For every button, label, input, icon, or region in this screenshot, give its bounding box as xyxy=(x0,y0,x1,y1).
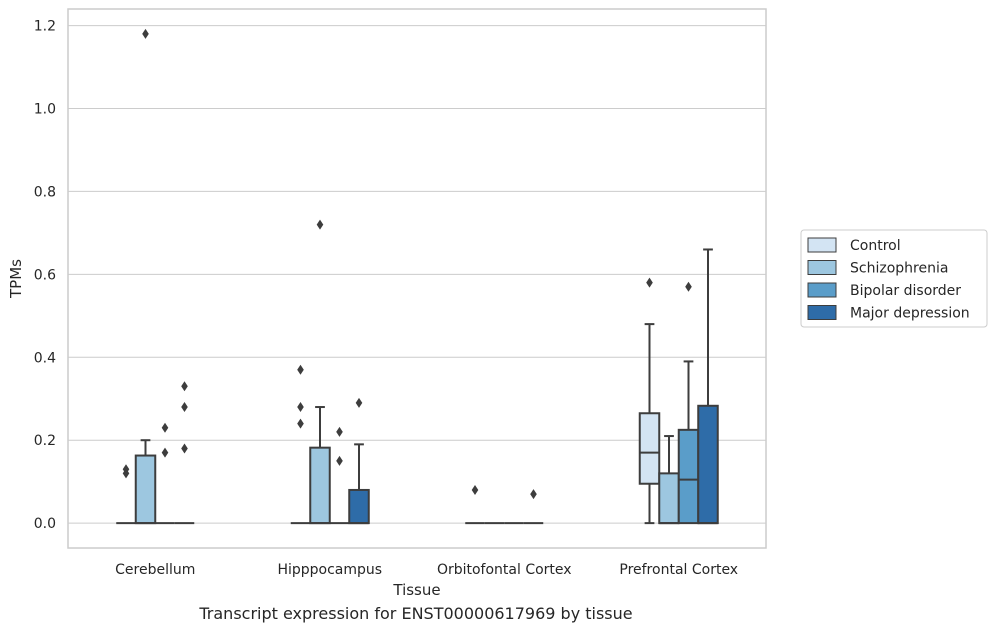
y-axis-title: TPMs xyxy=(7,259,25,299)
box-body xyxy=(658,472,680,525)
legend-label: Schizophrenia xyxy=(850,261,948,277)
outlier-point xyxy=(297,402,304,413)
outlier-point xyxy=(685,281,692,292)
x-tick-label: Prefrontal Cortex xyxy=(619,562,738,578)
box-body xyxy=(638,412,661,485)
legend-swatch xyxy=(807,305,837,320)
legend-swatch xyxy=(807,260,837,275)
box-body xyxy=(134,454,157,525)
outlier-point xyxy=(181,402,188,413)
y-tick-label: 0.2 xyxy=(34,433,56,449)
y-tick-label: 0.0 xyxy=(34,516,56,532)
legend-label: Major depression xyxy=(850,306,970,322)
box-body xyxy=(677,428,700,525)
x-tick-label: Hipppocampus xyxy=(277,562,382,578)
outlier-point xyxy=(646,277,653,288)
y-tick-label: 1.2 xyxy=(34,19,56,35)
legend-label: Control xyxy=(850,238,901,254)
x-axis-title: Tissue xyxy=(392,581,440,599)
legend-box xyxy=(800,229,988,328)
y-tick-label: 0.6 xyxy=(34,267,56,283)
box-body xyxy=(309,446,331,525)
legend-swatch xyxy=(807,237,837,253)
outlier-point xyxy=(297,364,304,375)
y-tick-label: 0.8 xyxy=(34,184,56,200)
outlier-point xyxy=(181,381,188,392)
outlier-point xyxy=(122,464,130,475)
outlier-point xyxy=(181,443,188,454)
outlier-point xyxy=(297,418,304,429)
legend-swatch xyxy=(807,282,837,298)
legend-label: Bipolar disorder xyxy=(850,283,961,299)
y-tick-label: 1.0 xyxy=(34,102,56,118)
outlier-point xyxy=(336,455,343,466)
outlier-point xyxy=(530,489,537,500)
box-body xyxy=(697,404,719,525)
outlier-point xyxy=(161,447,169,458)
plot-frame xyxy=(67,8,767,549)
chart-caption: Transcript expression for ENST0000061796… xyxy=(199,604,633,623)
x-tick-label: Cerebellum xyxy=(115,562,195,578)
outlier-point xyxy=(471,484,479,495)
outlier-point xyxy=(316,219,324,230)
outlier-point xyxy=(161,422,169,433)
outlier-point xyxy=(336,426,343,437)
box-body xyxy=(348,488,370,525)
outlier-point xyxy=(142,28,149,39)
y-tick-label: 0.4 xyxy=(34,350,56,366)
outlier-point xyxy=(355,397,363,408)
x-tick-label: Orbitofontal Cortex xyxy=(437,562,572,578)
